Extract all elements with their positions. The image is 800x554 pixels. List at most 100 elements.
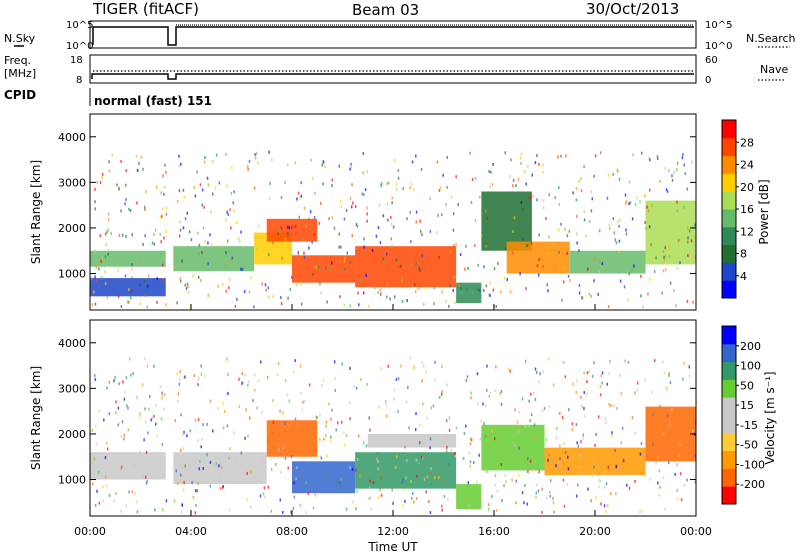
speckle-dot [115, 492, 117, 496]
speckle-dot [662, 432, 665, 436]
speckle-dot [586, 380, 588, 384]
speckle-dot [552, 496, 554, 500]
speckle-dot [231, 256, 234, 260]
speckle-dot [129, 208, 132, 212]
speckle-dot [267, 439, 270, 443]
speckle-dot [523, 501, 525, 505]
speckle-dot [393, 158, 396, 162]
speckle-dot [380, 184, 382, 188]
speckle-dot [339, 481, 341, 485]
speckle-dot [233, 190, 235, 194]
speckle-dot [337, 421, 339, 425]
speckle-dot [256, 406, 258, 410]
speckle-dot [441, 213, 443, 217]
speckle-dot [500, 402, 503, 406]
speckle-dot [198, 467, 200, 471]
speckle-dot [380, 476, 382, 480]
speckle-dot [202, 423, 204, 427]
speckle-dot [486, 388, 488, 392]
speckle-dot [486, 216, 488, 220]
speckle-dot [340, 420, 343, 424]
speckle-dot [548, 453, 550, 457]
speckle-dot [247, 383, 249, 387]
speckle-dot [605, 421, 607, 425]
speckle-dot [382, 257, 385, 261]
speckle-dot [363, 245, 365, 249]
speckle-dot [610, 404, 612, 408]
speckle-dot [178, 164, 181, 168]
speckle-dot [99, 234, 101, 238]
speckle-dot [534, 397, 537, 401]
speckle-dot [663, 258, 666, 262]
speckle-dot [96, 180, 99, 184]
speckle-dot [422, 402, 424, 406]
speckle-dot [146, 284, 149, 288]
speckle-dot [163, 185, 166, 189]
x-tick-label: 12:00 [377, 525, 409, 538]
speckle-dot [377, 226, 380, 230]
speckle-dot [400, 364, 402, 368]
speckle-dot [180, 448, 182, 452]
speckle-dot [407, 385, 409, 389]
speckle-dot [234, 304, 237, 308]
colorbar-tick-label: 20 [740, 181, 754, 194]
speckle-dot [294, 359, 296, 363]
speckle-dot [662, 250, 665, 254]
speckle-dot [577, 444, 580, 448]
speckle-dot [678, 453, 680, 457]
speckle-dot [113, 379, 115, 383]
velocity-colorbar-label: Velocity [m s⁻¹] [763, 371, 777, 464]
speckle-dot [265, 288, 267, 292]
speckle-dot [279, 498, 282, 502]
speckle-dot [612, 217, 615, 221]
speckle-dot [176, 372, 179, 376]
speckle-dot [263, 486, 266, 490]
speckle-dot [395, 258, 398, 262]
speckle-dot [163, 393, 166, 397]
speckle-dot [379, 487, 381, 491]
speckle-dot [184, 217, 187, 221]
speckle-dot [538, 470, 540, 474]
speckle-dot [465, 424, 467, 428]
y-tick-label: 2000 [58, 222, 86, 235]
colorbar-tick-label: -50 [740, 439, 758, 452]
x-tick-label: 16:00 [478, 525, 510, 538]
speckle-dot [448, 416, 451, 420]
speckle-dot [593, 174, 595, 178]
velocity-ylabel: Slant Range [km] [29, 366, 43, 470]
speckle-dot [591, 374, 594, 378]
speckle-dot [250, 505, 252, 509]
speckle-dot [479, 437, 482, 441]
colorbar-tick-label: -15 [740, 419, 758, 432]
speckle-dot [366, 212, 368, 216]
speckle-dot [165, 229, 168, 233]
speckle-dot [305, 511, 307, 515]
speckle-dot [520, 201, 523, 205]
speckle-dot [178, 377, 181, 381]
speckle-dot [616, 407, 618, 411]
speckle-dot [606, 382, 609, 386]
speckle-dot [443, 494, 446, 498]
speckle-dot [139, 412, 141, 416]
speckle-dot [605, 510, 607, 514]
speckle-dot [560, 464, 562, 468]
scatter-band-11 [645, 200, 696, 265]
speckle-dot [343, 267, 346, 271]
speckle-dot [165, 303, 167, 307]
speckle-dot [449, 284, 452, 288]
speckle-dot [494, 474, 497, 478]
speckle-dot [385, 295, 388, 299]
speckle-dot [270, 467, 273, 471]
speckle-dot [683, 205, 685, 209]
speckle-dot [518, 410, 521, 414]
speckle-dot [183, 375, 185, 379]
speckle-dot [303, 251, 305, 255]
speckle-dot [440, 504, 443, 508]
speckle-dot [504, 151, 506, 155]
speckle-dot [345, 434, 348, 438]
speckle-dot [559, 457, 561, 461]
speckle-dot [165, 212, 168, 216]
speckle-dot [675, 304, 677, 308]
speckle-dot [355, 468, 357, 472]
nsearch-tick-low: 10^0 [705, 41, 732, 52]
